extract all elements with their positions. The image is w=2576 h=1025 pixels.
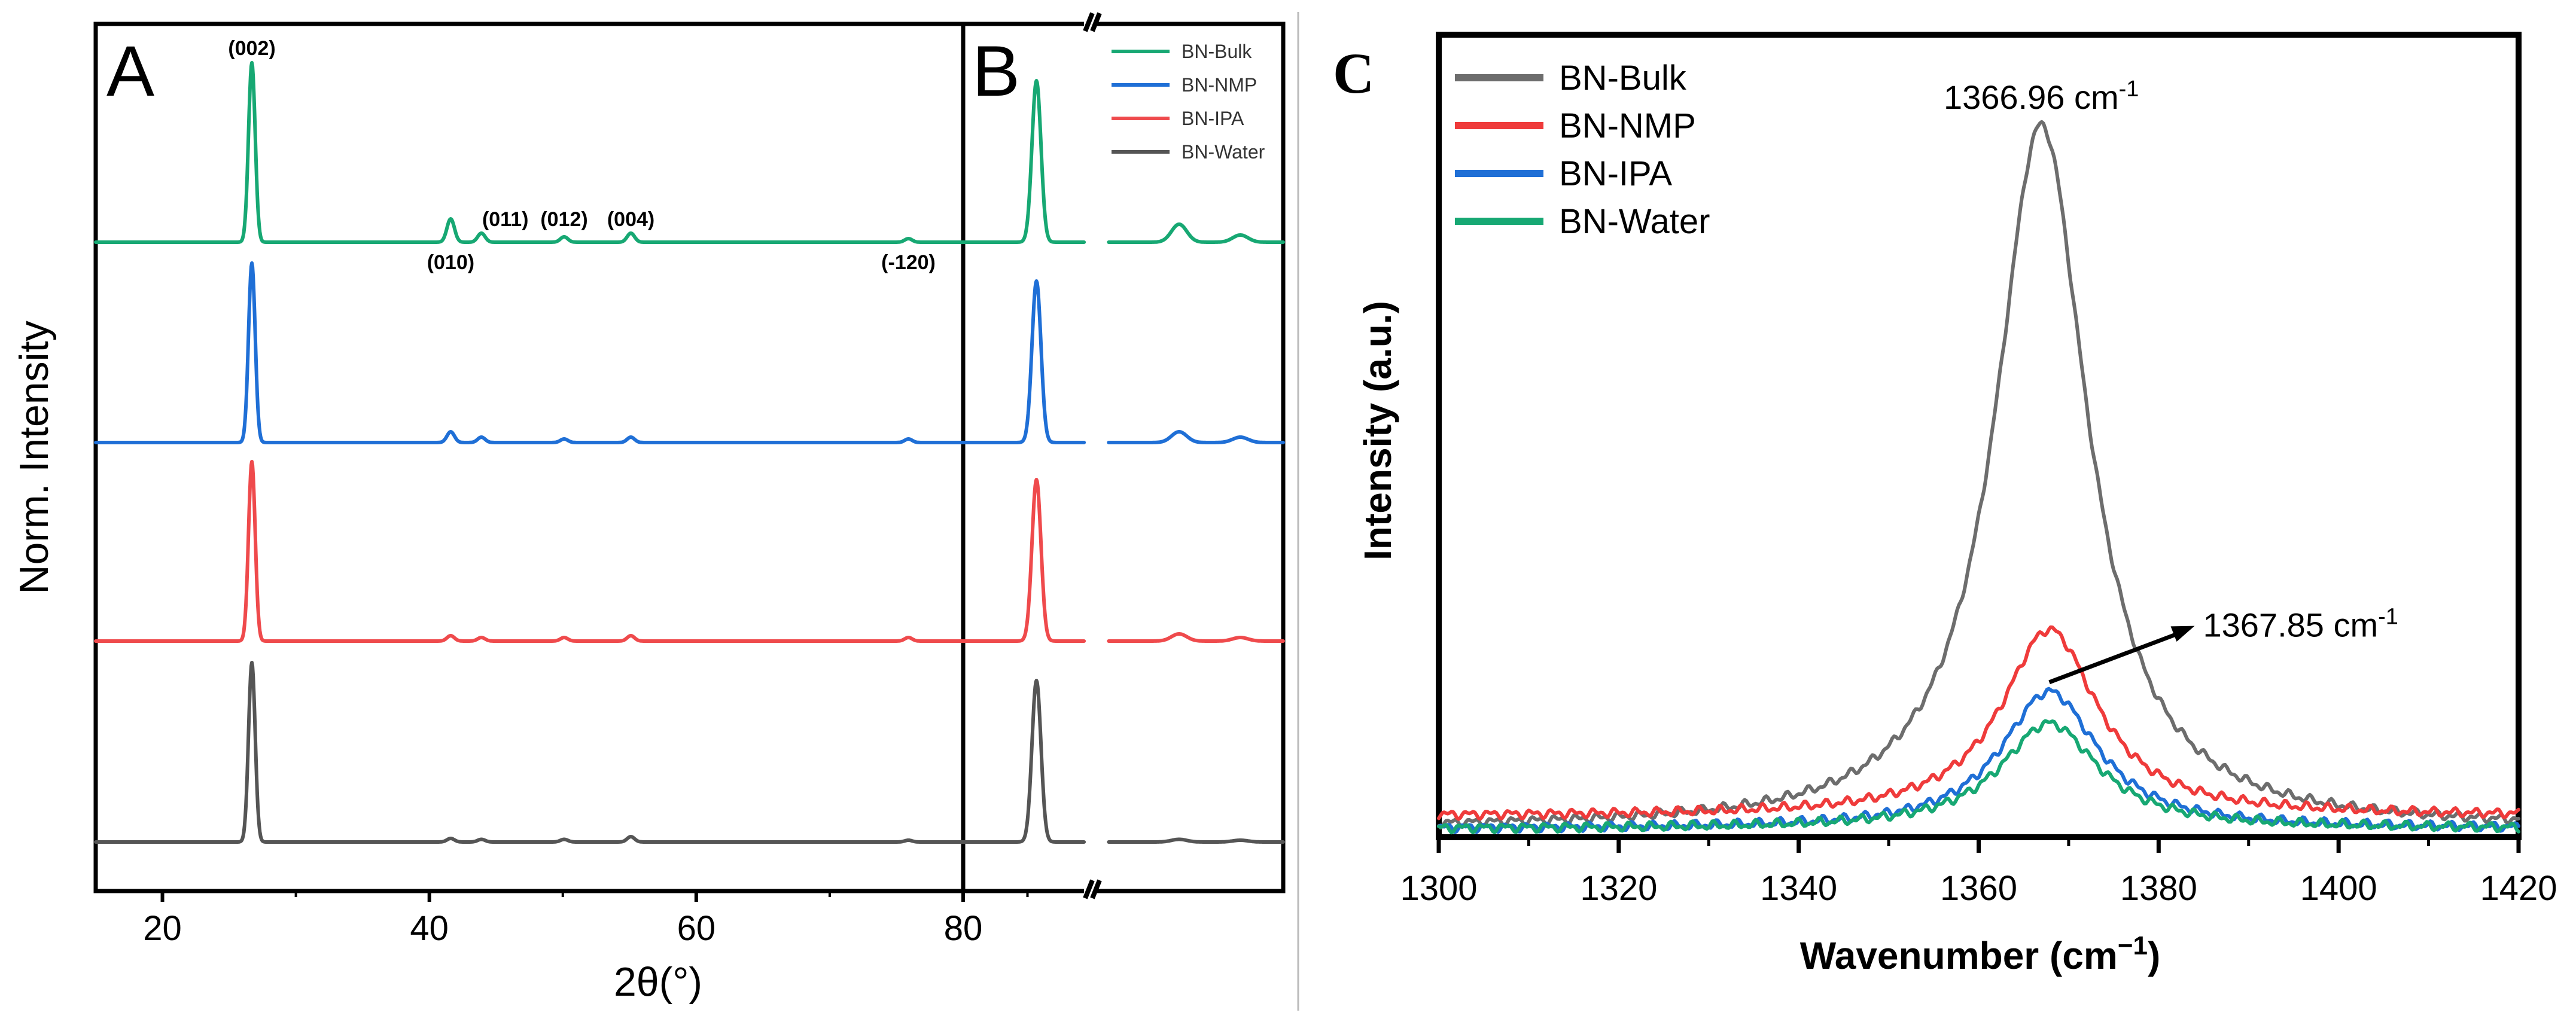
- series-line-b-bn-water: [961, 679, 1086, 844]
- peak-label: (004): [607, 208, 654, 231]
- panel-a-frame: [93, 22, 966, 893]
- panel-b-frame: [963, 22, 1286, 893]
- panel-ab: 20 40 60 80 80 (002) (010) (011) (012) (004) (-1…: [11, 12, 1299, 1011]
- series-line-a-bn-ipa: [94, 460, 965, 643]
- legend-label-b-bn-nmp: BN-NMP: [1182, 74, 1257, 96]
- peak-label: (012): [540, 208, 587, 231]
- panel-a-xtick-label: 40: [410, 909, 449, 948]
- panel-c-label: C: [1333, 41, 1374, 105]
- panel-c-series: [1437, 120, 2520, 835]
- legend-label-c-bn-water: BN-Water: [1559, 202, 1710, 241]
- peak-label: (010): [427, 251, 474, 274]
- panel-c-xtick-label: 1360: [1940, 869, 2017, 908]
- peak-label: (002): [228, 37, 275, 60]
- panel-b-xtick-label: 80: [944, 909, 983, 948]
- panel-a-xtick-label: 80: [944, 909, 983, 948]
- axis-break-mark: [1083, 12, 1095, 32]
- axis-break-mark: [1090, 12, 1102, 32]
- legend-label-c-bn-bulk: BN-Bulk: [1559, 59, 1687, 97]
- panel-a-ylabel: Norm. Intensity: [11, 321, 57, 594]
- legend-label-c-bn-ipa: BN-IPA: [1559, 154, 1672, 193]
- shift-annotation-sup: -1: [2378, 605, 2398, 630]
- panel-c-xtick-label: 1420: [2480, 869, 2557, 908]
- series-line-c-bn-nmp: [1437, 625, 2520, 821]
- peak-annotation-text: 1366.96 cm: [1944, 78, 2119, 116]
- panel-b-label: B: [972, 31, 1020, 111]
- panel-c-xlabel-end: ): [2148, 934, 2160, 977]
- panel-a-series: [94, 61, 965, 844]
- arrow-head: [2170, 626, 2195, 642]
- legend-label-c-bn-nmp: BN-NMP: [1559, 106, 1696, 145]
- panel-c-xtick-label: 1300: [1400, 869, 1477, 908]
- panel-b-series: 80: [944, 79, 1285, 948]
- panel-c-xlabel-sup: −1: [2118, 931, 2148, 960]
- panel-c-xtick-label: 1320: [1580, 869, 1657, 908]
- panel-c-ylabel: Intensity (a.u.): [1356, 301, 1399, 560]
- series-line-b-bn-nmp: [961, 279, 1086, 444]
- series-line-a-bn-bulk: [94, 61, 965, 244]
- arrow-line: [2048, 630, 2184, 685]
- axis-break-mark: [1083, 879, 1095, 899]
- peak-label: (-120): [881, 251, 936, 274]
- panel-c-ticks: 1300 1320 1340 1360 1380 1400 1420: [1400, 837, 2557, 908]
- panel-a-xlabel: 2θ(°): [614, 959, 702, 1005]
- series-line-a-bn-nmp: [94, 261, 965, 444]
- panel-c-xlabel-main: Wavenumber (cm: [1800, 934, 2118, 977]
- shift-annotation: 1367.85 cm-1: [2203, 605, 2398, 644]
- axis-break-mark: [1090, 879, 1102, 899]
- legend-label-b-bn-ipa: BN-IPA: [1182, 108, 1244, 129]
- panel-c-xlabel: Wavenumber (cm−1): [1800, 931, 2161, 978]
- series-line-c-bn-water: [1437, 719, 2520, 835]
- panel-a-ticks: 20 40 60 80: [143, 891, 982, 948]
- panel-c-xtick-label: 1380: [2120, 869, 2197, 908]
- shift-annotation-text: 1367.85 cm: [2203, 606, 2379, 644]
- panel-c-xtick-label: 1340: [1760, 869, 1837, 908]
- series-line-b-bn-water-after-break: [1107, 837, 1285, 844]
- panel-c-xtick-label: 1400: [2300, 869, 2377, 908]
- series-line-b-bn-bulk: [961, 79, 1086, 244]
- peak-annotation: 1366.96 cm-1: [1944, 77, 2139, 116]
- panel-b-legend: BN-Bulk BN-NMP BN-IPA BN-Water: [1112, 41, 1265, 163]
- panel-a-xtick-label: 20: [143, 909, 182, 948]
- series-line-b-bn-ipa-after-break: [1107, 632, 1285, 643]
- series-line-b-bn-bulk-after-break: [1107, 222, 1285, 244]
- legend-label-b-bn-water: BN-Water: [1182, 141, 1265, 163]
- series-line-b-bn-nmp-after-break: [1107, 430, 1285, 444]
- peak-label: (011): [482, 208, 529, 231]
- panel-c-legend: BN-Bulk BN-NMP BN-IPA BN-Water: [1455, 59, 1710, 241]
- series-line-b-bn-ipa: [961, 478, 1086, 643]
- series-line-a-bn-water: [94, 661, 965, 844]
- legend-label-b-bn-bulk: BN-Bulk: [1182, 41, 1252, 62]
- panel-a-xtick-label: 60: [677, 909, 716, 948]
- peak-annotation-sup: -1: [2119, 77, 2139, 102]
- panel-a-annotations: (002) (010) (011) (012) (004) (-120): [228, 37, 936, 274]
- panel-a-label: A: [106, 31, 154, 111]
- panel-c: C 1300 1320 1340 1360 1380 1400 1420 BN-BulkBN…: [1333, 32, 2557, 978]
